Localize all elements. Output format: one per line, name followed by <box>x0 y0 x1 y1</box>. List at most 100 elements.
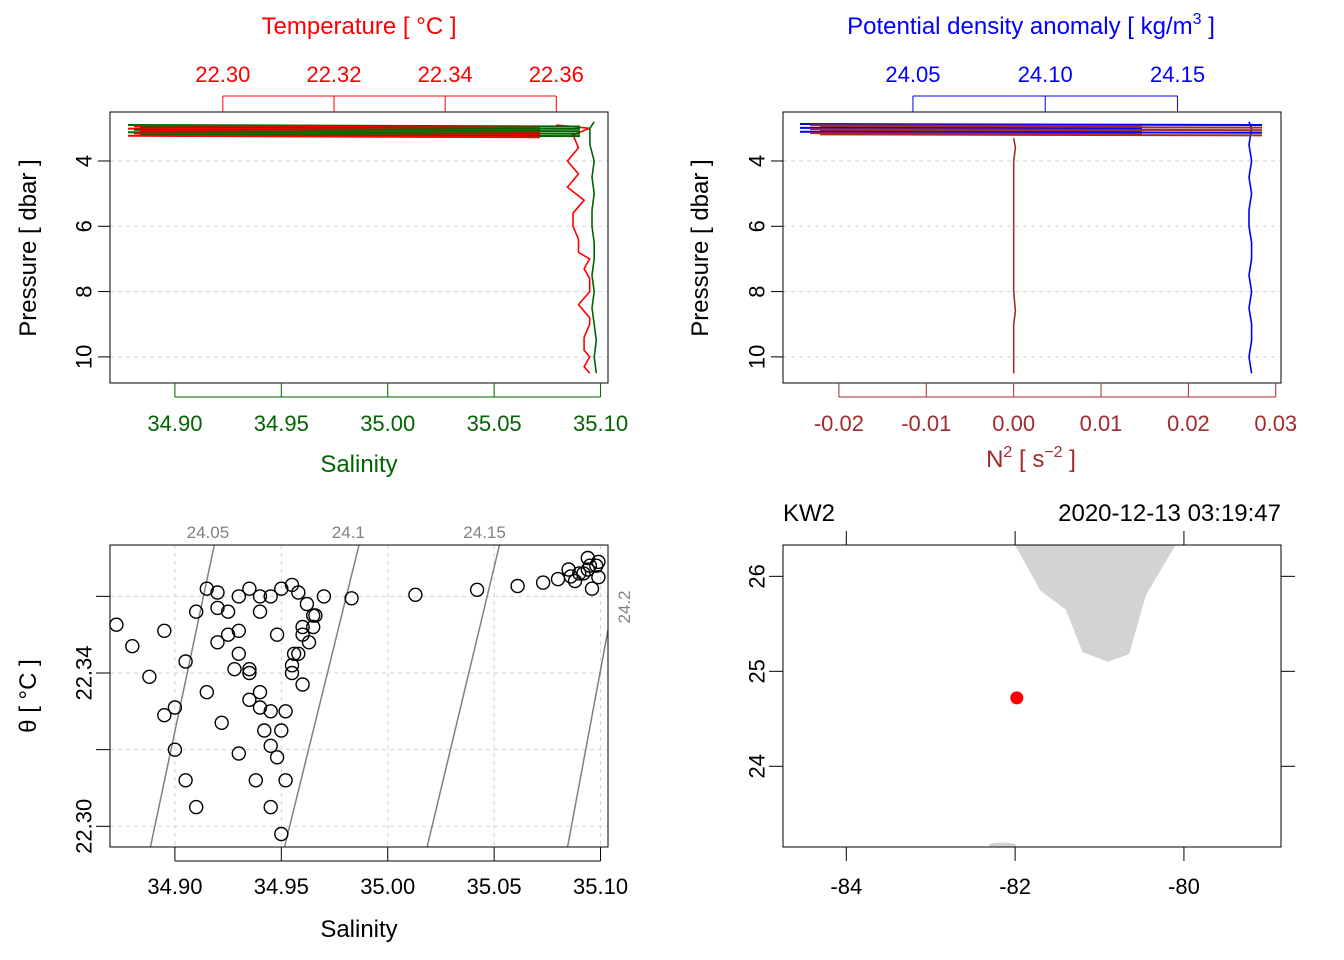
x-tick-label: -80 <box>1168 874 1200 899</box>
data-point <box>227 662 242 677</box>
data-point <box>231 589 247 604</box>
plot-frame <box>109 544 609 848</box>
data-point <box>286 646 302 661</box>
data-point <box>306 619 321 635</box>
top-tick-label: 22.34 <box>418 62 473 87</box>
isopycnal-line <box>149 544 216 848</box>
x-axis-label: Salinity <box>320 916 397 943</box>
bottom-axis-label: Salinity <box>320 451 397 478</box>
series-N2 <box>1012 137 1017 374</box>
data-point <box>269 750 285 765</box>
data-point <box>178 773 193 788</box>
data-point <box>295 619 310 635</box>
surface-noise <box>127 127 541 132</box>
plot-frame <box>782 111 1282 384</box>
data-point <box>295 627 310 642</box>
y-tick-label: 4 <box>72 155 97 167</box>
bottom-axis-label: N2 [ s−2 ] <box>986 444 1076 473</box>
x-tick-label: 35.00 <box>360 874 415 899</box>
y-tick-label: 22.34 <box>72 645 97 700</box>
data-point <box>344 591 359 606</box>
panel-br: -84 -82 -80 24 25 26 KW2 2020-12-13 03:19:47 <box>745 500 1295 899</box>
surface-noise <box>127 134 541 139</box>
data-point <box>231 646 247 661</box>
bottom-tick-label: 34.95 <box>254 411 309 436</box>
data-point <box>469 582 485 597</box>
top-tick-label: 22.30 <box>195 62 250 87</box>
x-tick-label: 35.10 <box>573 874 628 899</box>
data-point <box>584 581 600 596</box>
data-point <box>535 575 551 590</box>
data-point <box>252 589 268 604</box>
top-axis-label: Temperature [ °C ] <box>262 13 457 40</box>
y-tick-label: 25 <box>745 659 770 683</box>
y-axis-label: Pressure [ dbar ] <box>15 159 42 336</box>
top-tick-label: 24.05 <box>885 62 940 87</box>
data-point <box>580 550 595 566</box>
data-point <box>188 799 204 815</box>
y-tick-label: 8 <box>72 285 97 297</box>
panel-tl: 4 6 8 10 22.30 22.32 22.34 22.36 34.90 34.95 35.… <box>15 13 628 478</box>
station-name: KW2 <box>783 500 835 527</box>
y-axis-label: Pressure [ dbar ] <box>687 159 714 336</box>
data-point <box>210 600 225 616</box>
surface-noise <box>139 130 541 134</box>
panel-tr: 4 6 8 10 24.05 24.10 24.15 -0.02 -0.01 0.00 0.01… <box>687 11 1297 473</box>
y-axis-label: θ [ °C ] <box>15 659 42 733</box>
data-point <box>278 773 293 788</box>
top-tick-label: 24.10 <box>1018 62 1073 87</box>
data-point <box>157 623 172 638</box>
bottom-tick-label: -0.02 <box>814 411 864 436</box>
y-tick-label: 24 <box>745 754 770 778</box>
series-salinity <box>589 121 598 374</box>
isopycnal-line <box>426 544 501 848</box>
data-point <box>242 665 257 681</box>
data-point <box>263 799 278 815</box>
data-point <box>157 708 172 723</box>
top-tick-label: 22.36 <box>529 62 584 87</box>
data-point <box>167 700 183 715</box>
series-temperature <box>556 124 591 374</box>
data-point <box>408 587 423 602</box>
data-point <box>242 692 257 707</box>
data-point <box>248 773 264 788</box>
data-point <box>257 723 272 738</box>
surface-noise <box>799 126 1143 130</box>
data-point <box>242 662 257 677</box>
data-point <box>242 581 257 596</box>
bottom-tick-label: 35.10 <box>573 411 628 436</box>
data-point <box>274 826 289 842</box>
surface-noise <box>133 125 541 129</box>
data-point <box>263 589 278 604</box>
x-tick-label: -82 <box>999 874 1031 899</box>
data-point <box>306 608 321 623</box>
data-point <box>550 571 566 587</box>
isopycnal-label: 24.1 <box>332 523 365 542</box>
data-point <box>510 578 525 594</box>
data-point <box>220 604 236 619</box>
data-point <box>278 704 293 719</box>
y-tick-label: 6 <box>745 220 770 232</box>
y-tick-label: 6 <box>72 220 97 232</box>
data-point <box>231 746 247 761</box>
isopycnal-label: 24.15 <box>463 523 506 542</box>
surface-noise <box>127 131 581 135</box>
data-point <box>214 715 229 730</box>
data-point <box>210 585 225 600</box>
surface-noise <box>819 133 1263 137</box>
y-tick-label: 22.30 <box>72 799 97 854</box>
data-point <box>109 617 124 632</box>
surface-noise <box>139 133 581 138</box>
station-date: 2020-12-13 03:19:47 <box>1058 500 1281 527</box>
data-point <box>295 677 310 692</box>
data-point <box>199 685 215 700</box>
isopycnal-label: 24.2 <box>615 590 634 623</box>
data-point <box>591 554 606 570</box>
x-tick-label: 35.05 <box>467 874 522 899</box>
data-point <box>561 562 576 577</box>
surface-noise <box>799 123 1263 126</box>
isopycnal-label: 24.05 <box>187 523 230 542</box>
data-point <box>142 669 157 684</box>
data-point <box>199 581 215 596</box>
